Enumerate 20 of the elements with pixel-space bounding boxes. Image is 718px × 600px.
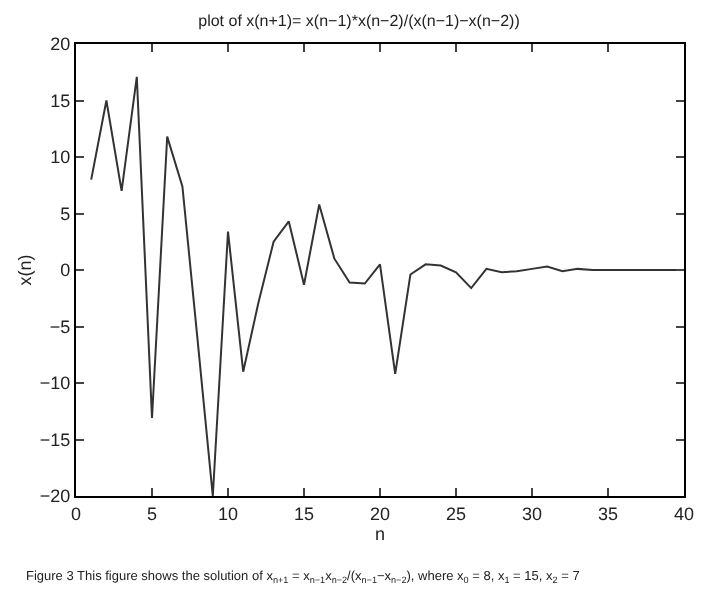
x-axis-title: n: [374, 523, 386, 544]
chart-title: plot of x(n+1)= x(n−1)*x(n−2)/(x(n−1)−x(n−2)): [198, 12, 521, 31]
x-tick-label: 25: [445, 503, 467, 524]
y-tick-label: 20: [50, 34, 71, 55]
y-tick-label: 15: [50, 90, 71, 111]
y-tick-label: 5: [60, 203, 71, 224]
y-tick-label: 0: [60, 260, 71, 281]
x-tick-label: 20: [369, 503, 391, 524]
x-tick-label: 30: [521, 503, 543, 524]
y-tick-label: 10: [50, 147, 71, 168]
x-tick-label: 5: [146, 503, 158, 524]
x-tick-label: 15: [293, 503, 315, 524]
y-tick-label: −5: [49, 316, 71, 337]
y-tick-label: −15: [39, 429, 71, 450]
x-tick-label: 10: [217, 503, 239, 524]
x-tick-label: 40: [673, 503, 695, 524]
y-tick-label: −10: [39, 373, 71, 394]
x-tick-label: 35: [597, 503, 619, 524]
y-axis-title: x(n): [14, 254, 35, 286]
y-tick-label: −20: [39, 486, 71, 507]
